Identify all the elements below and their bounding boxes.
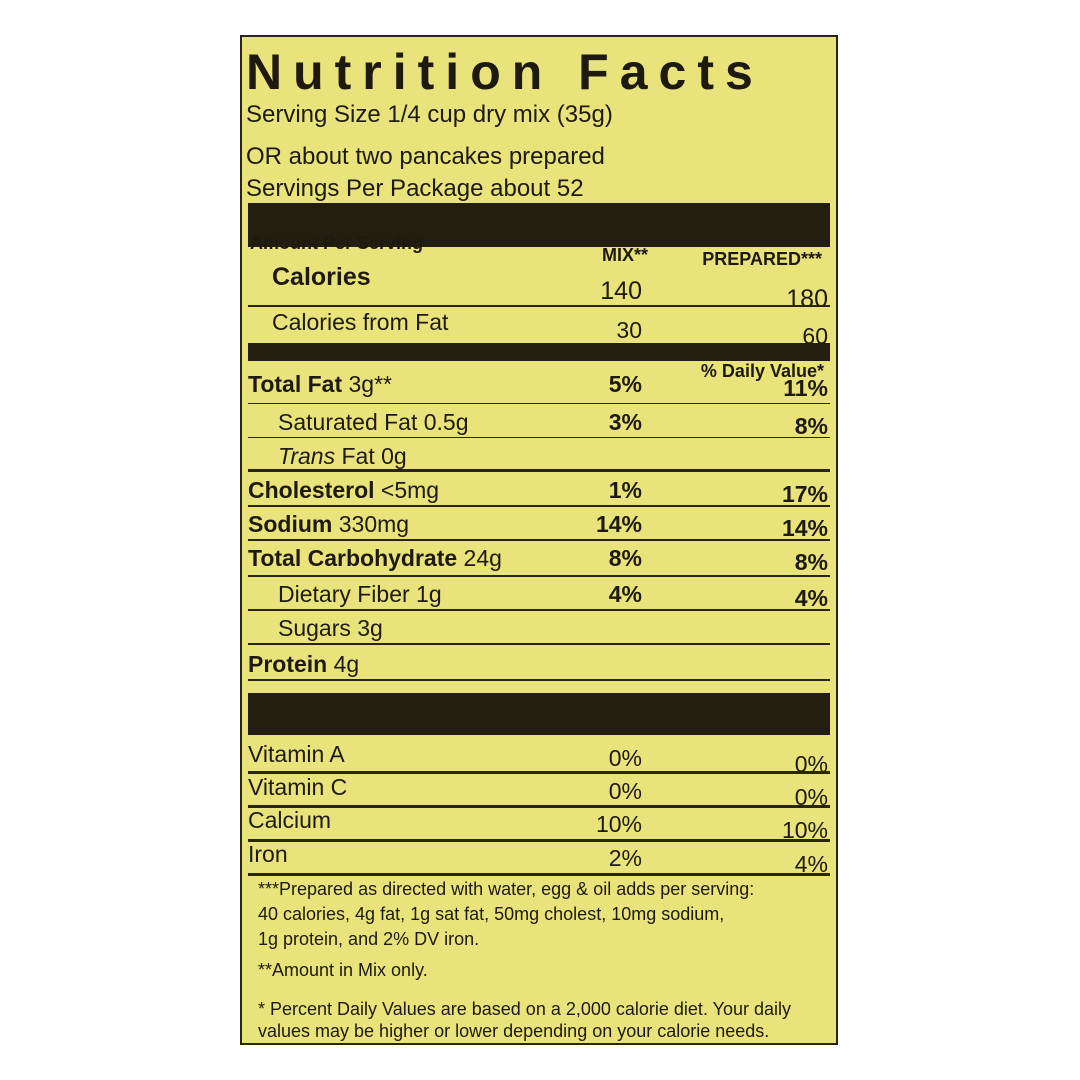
divider [248,469,830,472]
calories-from-fat-label: Calories from Fat [272,309,449,335]
footnote-prepared-2: 40 calories, 4g fat, 1g sat fat, 50mg ch… [258,904,725,924]
divider [248,505,830,507]
nutrient-amount: 0g [381,443,407,469]
prepared-column-header: PREPARED*** [702,249,822,269]
divider [248,575,830,577]
nutrient-amount: 0.5g [423,409,469,435]
nutrient-dv-prepared: 17% [781,481,828,507]
divider [248,873,830,876]
divider [248,305,830,307]
nutrient-label: Protein 4g [248,651,359,678]
nutrient-name: Total Carbohydrate [248,545,458,571]
servings-per-package: Servings Per Package about 52 [246,175,584,202]
divider [248,805,830,808]
amount-per-serving: Amount Per Serving [250,233,424,253]
nutrient-dv-mix: 3% [608,409,642,435]
nutrient-name-suffix: Fat [335,443,375,469]
footnote-prepared-1: ***Prepared as directed with water, egg … [258,879,755,899]
nutrient-name: Total Fat [248,371,343,397]
nutrient-dv-prepared: 14% [781,515,828,541]
divider [248,679,830,681]
serving-alt: OR about two pancakes prepared [246,143,605,170]
nutrient-dv-mix: 8% [608,545,642,571]
nutrient-label: Sodium 330mg [248,511,409,538]
vitamin-name: Calcium [248,807,332,833]
nutrient-dv-prepared: 8% [794,549,828,575]
nutrient-name: Protein [248,651,328,677]
nutrient-amount: <5mg [380,477,440,503]
divider [248,771,830,774]
vitamin-name: Vitamin C [248,774,348,800]
serving-size: Serving Size 1/4 cup dry mix (35g) [246,101,613,128]
divider [248,437,830,438]
nutrient-amount: 24g [463,545,502,571]
divider [248,839,830,842]
divider [248,643,830,645]
nutrient-label: Saturated Fat 0.5g [278,409,469,436]
nutrient-name: Saturated Fat [278,409,418,435]
label-title: Nutrition Facts [246,44,764,100]
vitamin-mix: 10% [595,811,642,837]
divider [248,539,830,541]
vitamin-mix: 0% [608,745,642,771]
daily-value-header: % Daily Value* [700,361,824,381]
nutrient-dv-prepared: 4% [794,585,828,611]
calories-mix: 140 [600,277,642,305]
nutrient-dv-mix: 4% [608,581,642,607]
calories-label: Calories [272,263,371,291]
nutrient-amount: 4g [333,651,360,677]
nutrient-label: Sugars 3g [278,615,383,642]
nutrient-label: Total Carbohydrate 24g [248,545,502,572]
nutrient-name: Sodium [248,511,333,537]
nutrient-label: Dietary Fiber 1g [278,581,442,608]
divider-medium [248,343,830,361]
nutrient-name: Sugars [278,615,351,641]
vitamin-name: Iron [248,841,288,867]
calories-from-fat-mix: 30 [616,317,642,343]
divider [248,609,830,611]
nutrient-amount: 330mg [338,511,410,537]
vitamin-mix: 2% [608,845,642,871]
nutrient-name: Cholesterol [248,477,375,503]
nutrient-label: Cholesterol <5mg [248,477,439,504]
nutrient-label: Total Fat 3g** [248,371,392,398]
footnote-daily-value-1: * Percent Daily Values are based on a 2,… [258,999,792,1019]
nutrient-dv-mix: 14% [595,511,642,537]
nutrient-dv-mix: 5% [608,371,642,397]
footnote-mix-only: **Amount in Mix only. [258,960,428,980]
nutrition-facts-label: Nutrition Facts Serving Size 1/4 cup dry… [240,35,838,1045]
vitamin-name: Vitamin A [248,741,345,767]
nutrient-amount: 1g [416,581,442,607]
calories-prepared: 180 [786,285,828,313]
mix-column-header: MIX** [602,245,649,265]
vitamin-mix: 0% [608,778,642,804]
footnote-prepared-3: 1g protein, and 2% DV iron. [258,929,480,949]
footnote-daily-value-2: values may be higher or lower depending … [258,1021,770,1041]
nutrient-name: Trans [278,443,336,469]
vitamin-prepared: 10% [781,817,828,843]
vitamin-prepared: 4% [794,851,828,877]
nutrient-dv-prepared: 11% [783,375,828,401]
nutrient-amount: 3g** [348,371,392,397]
divider [248,403,830,404]
nutrient-dv-mix: 1% [608,477,642,503]
nutrient-name: Dietary Fiber [278,581,410,607]
nutrient-label: Trans Fat 0g [278,443,407,470]
nutrient-dv-prepared: 8% [794,413,828,439]
divider-thick [248,203,830,247]
divider-thick [248,693,830,735]
nutrient-amount: 3g [357,615,383,641]
